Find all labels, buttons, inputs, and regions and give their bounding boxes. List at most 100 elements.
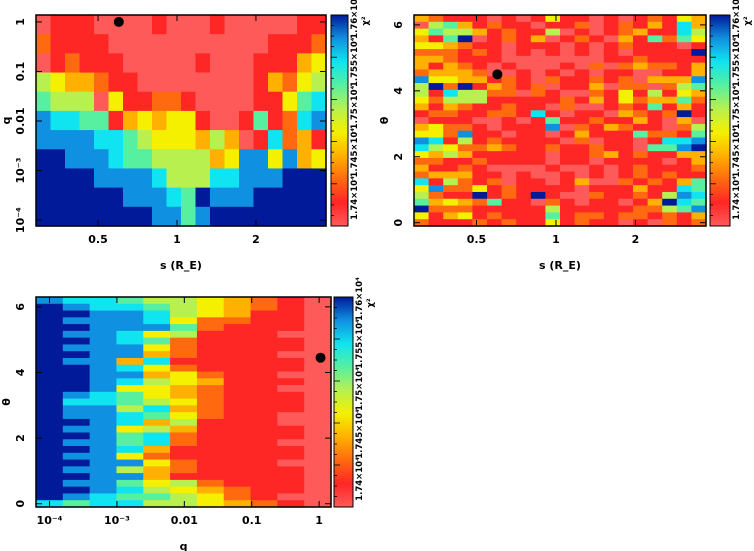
heatmap-cell <box>195 15 211 35</box>
heatmap-cell <box>224 149 240 170</box>
heatmap-cell <box>94 110 110 131</box>
x-axis-label: s (R_E) <box>539 259 581 272</box>
heatmap-cell <box>589 185 605 193</box>
heatmap-cell <box>166 168 182 189</box>
heatmap-cell <box>116 337 144 346</box>
heatmap-cell <box>603 151 619 159</box>
heatmap-cell <box>676 205 692 213</box>
heatmap-cell <box>574 55 590 64</box>
heatmap-cell <box>79 110 95 131</box>
heatmap-cell <box>501 123 517 132</box>
heatmap-cell <box>428 89 444 98</box>
heatmap-cell <box>676 117 692 125</box>
heatmap-cell <box>574 76 590 84</box>
heatmap-cell <box>545 178 561 186</box>
heatmap-cell <box>457 205 473 213</box>
heatmap-cell <box>166 53 182 74</box>
best-fit-marker <box>315 352 326 363</box>
heatmap-cell <box>589 130 605 139</box>
heatmap-cell <box>457 42 473 50</box>
heatmap-cell <box>516 130 532 139</box>
heatmap-cell <box>196 479 225 488</box>
heatmap-cell <box>116 351 144 359</box>
heatmap-cell <box>457 178 473 186</box>
heatmap-cell <box>487 151 503 159</box>
y-tick-label: 4 <box>392 87 405 95</box>
heatmap-cell <box>277 459 305 467</box>
colorbar-tick-label: 1.74×10⁴ <box>355 457 365 501</box>
heatmap-cell <box>472 103 488 111</box>
heatmap-cell <box>501 212 517 220</box>
heatmap-cell <box>574 212 590 220</box>
heatmap-cell <box>633 89 649 98</box>
heatmap-cell <box>152 72 168 93</box>
heatmap-cell <box>530 151 546 159</box>
heatmap-cell <box>662 205 678 213</box>
heatmap-cell <box>143 324 171 332</box>
heatmap-cell <box>143 385 171 393</box>
heatmap-cell <box>516 89 532 98</box>
heatmap-cell <box>545 185 561 193</box>
heatmap-cell <box>297 130 313 150</box>
heatmap-cell <box>457 110 473 118</box>
heatmap-cell <box>268 53 284 74</box>
heatmap-cell <box>268 187 284 208</box>
heatmap-cell <box>250 337 278 346</box>
heatmap-cell <box>143 493 171 501</box>
heatmap-cell <box>143 459 171 467</box>
heatmap-cell <box>618 15 634 23</box>
heatmap-cell <box>304 432 332 440</box>
heatmap-cell <box>633 212 649 220</box>
heatmap-cell <box>501 69 517 77</box>
heatmap-cell <box>676 164 692 173</box>
heatmap-cell <box>36 72 52 93</box>
heatmap-cell <box>94 53 110 74</box>
heatmap-cell <box>545 103 561 111</box>
heatmap-cell <box>170 398 198 406</box>
heatmap-cell <box>89 303 118 312</box>
heatmap-cell <box>662 28 678 37</box>
heatmap-cell <box>116 412 144 420</box>
heatmap-cell <box>223 344 252 352</box>
heatmap-cell <box>181 15 197 35</box>
heatmap-cell <box>89 344 118 352</box>
heatmap-cell <box>196 412 225 420</box>
heatmap-cell <box>633 137 649 145</box>
heatmap-cell <box>304 330 332 339</box>
heatmap-cell <box>633 76 649 84</box>
heatmap-cell <box>428 198 444 207</box>
heatmap-cell <box>676 151 692 159</box>
heatmap-cell <box>89 466 118 474</box>
heatmap-cell <box>457 69 473 77</box>
y-tick-label: 0.1 <box>14 62 27 82</box>
heatmap-cell <box>414 55 430 64</box>
heatmap-cell <box>414 185 430 193</box>
heatmap-cell <box>545 110 561 118</box>
heatmap-cell <box>428 42 444 50</box>
panel-2: 0.5 1 2 0 2 4 6 s (R_E) θ 1.74×10⁴1.745×10⁴1.75×1… <box>378 0 753 272</box>
heatmap-cell <box>36 168 52 189</box>
heatmap-cell <box>304 486 332 495</box>
heatmap-cell <box>676 178 692 186</box>
heatmap-cell <box>89 398 118 406</box>
heatmap-cell <box>501 15 517 23</box>
heatmap-cell <box>123 187 139 208</box>
heatmap-cell <box>239 187 255 208</box>
heatmap-cell <box>137 72 153 93</box>
heatmap-cell <box>311 53 327 74</box>
x-tick-label: 2 <box>252 233 260 246</box>
heatmap-cell <box>79 15 95 35</box>
heatmap-cell <box>116 493 144 501</box>
heatmap-cell <box>297 15 313 35</box>
heatmap-cell <box>223 486 252 495</box>
heatmap-cell <box>545 62 561 71</box>
heatmap-cell <box>253 15 269 35</box>
heatmap-cell <box>116 357 144 366</box>
heatmap-cell <box>414 35 430 43</box>
heatmap-cell <box>311 110 327 131</box>
heatmap-cell <box>516 28 532 37</box>
heatmap-cell <box>676 69 692 77</box>
heatmap-cell <box>530 191 546 200</box>
heatmap-cell <box>62 357 91 366</box>
heatmap-cell <box>89 405 118 413</box>
